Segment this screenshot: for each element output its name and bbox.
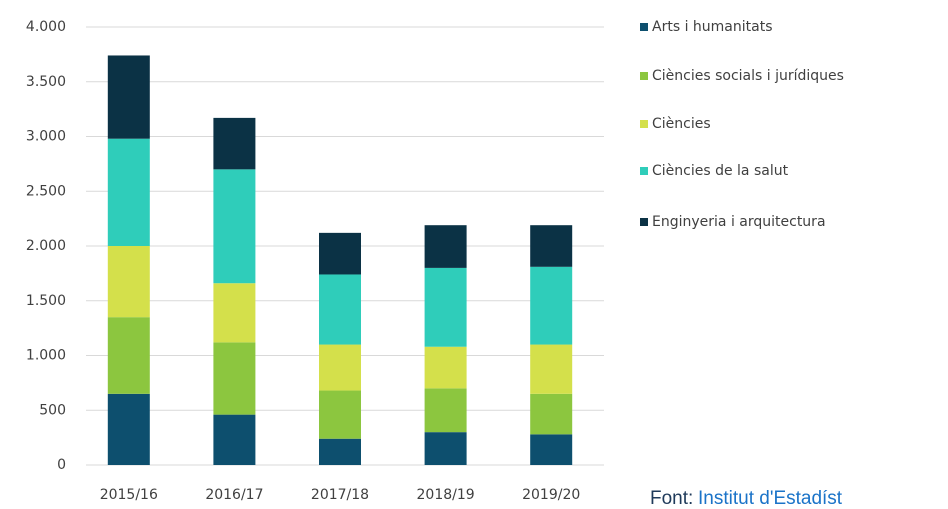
legend-swatch [640,23,648,31]
bar-segment [530,225,573,267]
bar-segment [319,438,361,465]
y-tick-label: 1.500 [26,293,66,309]
bar-segment [424,432,467,465]
bar-segment [424,346,467,389]
legend-label: Ciències socials i jurídiques [652,68,844,84]
legend-swatch [640,72,648,80]
y-tick-label: 2.000 [26,238,66,254]
bar-segment [213,117,256,170]
bar-segment [213,169,256,284]
bar-segment [424,225,467,268]
bar-segment [107,246,150,318]
legend-swatch [640,167,648,175]
legend-label: Arts i humanitats [652,19,772,35]
y-tick-label: 2.500 [26,183,66,199]
x-tick-label: 2017/18 [311,487,369,503]
x-tick-label: 2019/20 [522,487,580,503]
legend-swatch [640,218,648,226]
bar-segment [107,138,150,246]
bar-segment [107,393,150,465]
bar-segment [319,390,361,439]
y-tick-label: 4.000 [26,19,66,35]
x-tick-label: 2018/19 [417,487,475,503]
y-tick-label: 3.000 [26,129,66,145]
x-tick-label: 2015/16 [100,487,158,503]
legend-label: Ciències [652,116,711,132]
bar-segment [530,266,573,345]
legend-label: Ciències de la salut [652,163,789,179]
bar-segment [107,55,150,139]
source-label: Font: [650,488,693,509]
y-tick-label: 0 [57,457,66,473]
bar-segment [319,232,361,275]
bar-segment [319,344,361,391]
x-tick-label: 2016/17 [205,487,263,503]
bar-segment [107,317,150,394]
bar-segment [424,267,467,347]
y-tick-label: 1.000 [26,348,66,364]
y-tick-label: 3.500 [26,74,66,90]
bar-segment [530,344,573,394]
source-link[interactable]: Institut d'Estadíst [698,488,843,509]
bar-segment [530,434,573,465]
bar-segment [213,283,256,343]
bar-segment [319,274,361,345]
bar-segment [530,393,573,435]
legend-label: Enginyeria i arquitectura [652,214,826,230]
bar-segment [213,342,256,415]
y-tick-label: 500 [39,402,66,418]
bar-segment [424,388,467,433]
legend-swatch [640,120,648,128]
bar-segment [213,414,256,465]
